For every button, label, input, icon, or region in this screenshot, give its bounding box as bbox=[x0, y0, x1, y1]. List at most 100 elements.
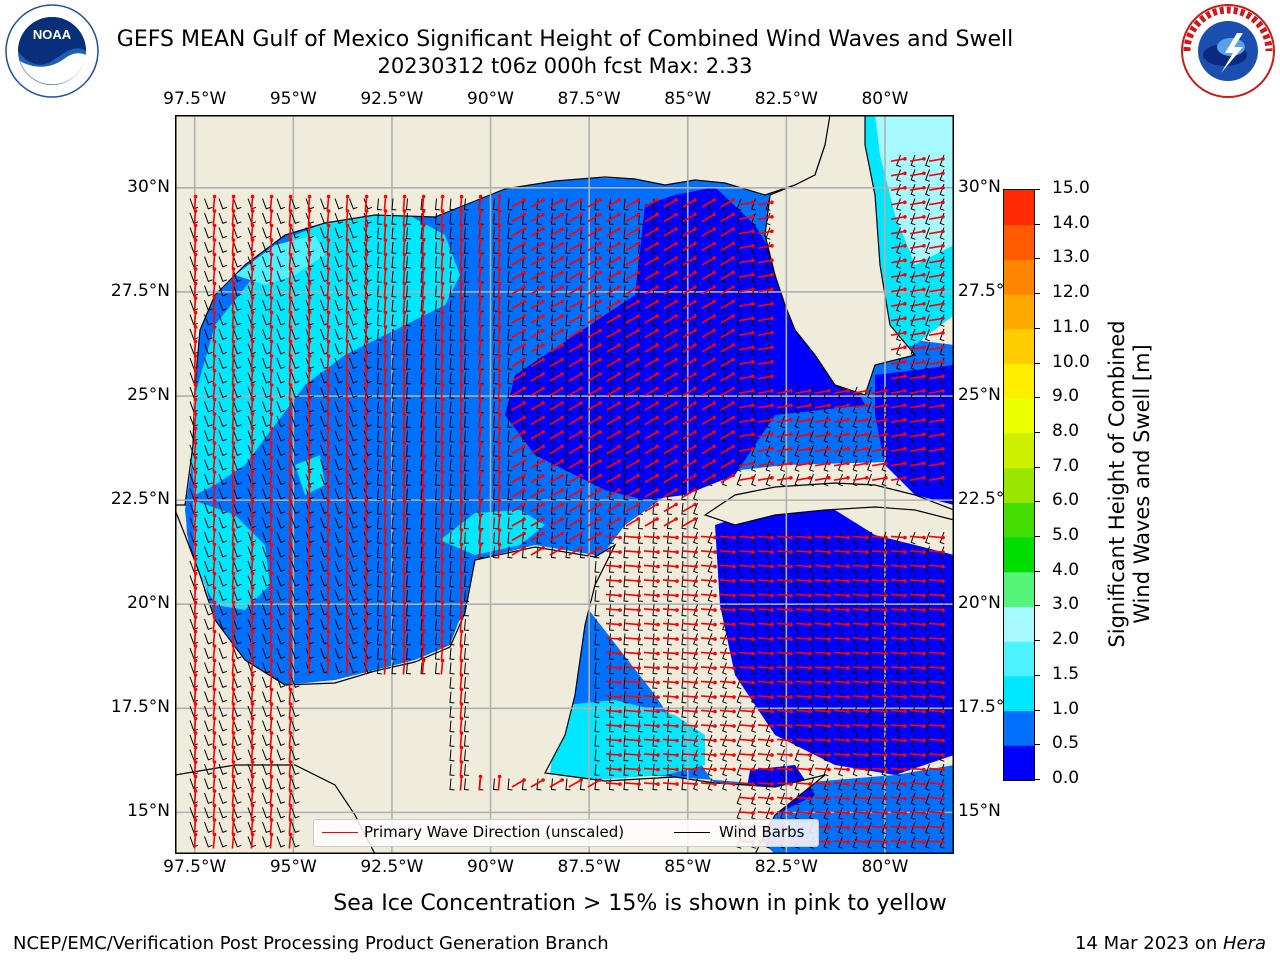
wave-arrow-head bbox=[884, 432, 888, 437]
wave-arrow-head bbox=[212, 223, 217, 228]
wave-arrow-head bbox=[656, 753, 660, 757]
wind-barb bbox=[608, 270, 614, 283]
footer-date: 14 Mar 2023 on Hera bbox=[1074, 933, 1266, 954]
wave-arrow-head bbox=[846, 709, 850, 714]
wind-barb bbox=[722, 589, 727, 603]
wave-direction-arrow bbox=[757, 448, 773, 452]
wind-barb bbox=[722, 343, 727, 356]
wave-direction-arrow bbox=[568, 518, 582, 527]
wave-arrow-head bbox=[770, 287, 774, 292]
wave-direction-arrow bbox=[193, 370, 197, 385]
wave-direction-arrow bbox=[511, 199, 525, 208]
wave-arrow-head bbox=[941, 535, 945, 540]
wave-arrow-head bbox=[288, 702, 293, 706]
wave-direction-arrow bbox=[852, 390, 868, 394]
wave-arrow-head bbox=[345, 267, 350, 271]
wave-direction-arrow bbox=[681, 738, 697, 742]
wave-direction-arrow bbox=[193, 428, 197, 443]
wind-barb bbox=[463, 401, 469, 414]
wave-direction-arrow bbox=[833, 738, 849, 742]
wind-barb bbox=[751, 575, 756, 588]
wave-direction-arrow bbox=[928, 840, 944, 843]
wave-direction-arrow bbox=[478, 355, 482, 371]
wave-arrow-head bbox=[731, 198, 735, 202]
wind-barb bbox=[881, 575, 887, 588]
wind-barb bbox=[376, 444, 382, 457]
wave-arrow-head bbox=[827, 651, 831, 656]
wave-arrow-head bbox=[250, 571, 255, 576]
lat-label: 22.5°N bbox=[110, 489, 170, 510]
wave-direction-arrow bbox=[364, 384, 368, 400]
wave-direction-arrow bbox=[193, 442, 197, 458]
wind-barb bbox=[204, 328, 213, 340]
wave-direction-arrow bbox=[511, 213, 525, 223]
wind-barb bbox=[736, 807, 742, 820]
wave-arrow-head bbox=[522, 430, 526, 434]
wave-arrow-head bbox=[636, 502, 640, 507]
wind-barb bbox=[780, 560, 785, 574]
wave-arrow-head bbox=[421, 586, 426, 590]
wave-arrow-head bbox=[497, 441, 502, 445]
wind-barb bbox=[550, 314, 556, 327]
wave-arrow-head bbox=[459, 615, 464, 619]
wave-direction-arrow bbox=[326, 457, 330, 472]
wind-barb bbox=[305, 618, 315, 630]
wave-direction-arrow bbox=[459, 500, 463, 516]
wave-direction-arrow bbox=[402, 297, 406, 313]
wind-barb bbox=[867, 633, 872, 646]
wave-direction-arrow bbox=[383, 457, 387, 472]
wave-direction-arrow bbox=[606, 445, 620, 455]
wind-barb bbox=[291, 821, 300, 833]
wave-arrow-head bbox=[364, 238, 369, 242]
wave-direction-arrow bbox=[478, 457, 482, 472]
wave-arrow-head bbox=[770, 418, 774, 422]
wind-barb bbox=[896, 372, 901, 385]
wave-arrow-head bbox=[212, 542, 217, 547]
wave-arrow-head bbox=[922, 287, 926, 292]
wind-barb bbox=[765, 662, 771, 675]
wave-direction-arrow bbox=[250, 834, 254, 849]
wave-arrow-head bbox=[288, 499, 293, 503]
wind-barb bbox=[751, 633, 756, 646]
wave-direction-arrow bbox=[587, 445, 601, 455]
wave-arrow-head bbox=[459, 383, 464, 387]
wind-barb bbox=[391, 633, 397, 646]
wind-barb bbox=[276, 372, 286, 384]
wind-barb bbox=[376, 517, 382, 530]
wave-direction-arrow bbox=[681, 550, 697, 553]
wind-barb bbox=[693, 314, 698, 327]
wave-direction-arrow bbox=[871, 782, 887, 785]
wave-direction-arrow bbox=[738, 637, 754, 640]
wave-arrow-head bbox=[846, 840, 850, 844]
wind-barb bbox=[939, 618, 945, 632]
wave-arrow-head bbox=[560, 285, 564, 289]
wave-arrow-head bbox=[731, 241, 735, 246]
wind-barb bbox=[492, 328, 498, 341]
wind-barb bbox=[765, 227, 771, 240]
wind-barb bbox=[681, 488, 687, 501]
wind-barb bbox=[881, 676, 887, 690]
wave-arrow-head bbox=[288, 470, 293, 474]
wind-barb bbox=[722, 444, 727, 458]
wave-direction-arrow bbox=[890, 709, 906, 713]
wave-arrow-head bbox=[212, 368, 217, 373]
wind-barb bbox=[623, 285, 629, 298]
wind-barb bbox=[363, 517, 373, 529]
wave-direction-arrow bbox=[288, 210, 292, 226]
wave-arrow-head bbox=[922, 186, 926, 190]
wind-barb bbox=[507, 502, 513, 515]
wave-arrow-head bbox=[440, 513, 445, 518]
wind-barb bbox=[623, 256, 629, 269]
wind-barb bbox=[579, 778, 585, 791]
wave-direction-arrow bbox=[530, 445, 544, 455]
wave-arrow-head bbox=[269, 629, 274, 634]
wave-direction-arrow bbox=[269, 834, 273, 849]
wind-barb bbox=[736, 589, 742, 603]
wind-barb bbox=[794, 531, 800, 545]
wave-arrow-head bbox=[922, 680, 926, 685]
wave-direction-arrow bbox=[269, 254, 273, 269]
wave-arrow-head bbox=[193, 789, 198, 793]
wave-direction-arrow bbox=[421, 413, 425, 429]
wave-direction-arrow bbox=[852, 448, 868, 452]
wind-barb bbox=[363, 589, 373, 601]
